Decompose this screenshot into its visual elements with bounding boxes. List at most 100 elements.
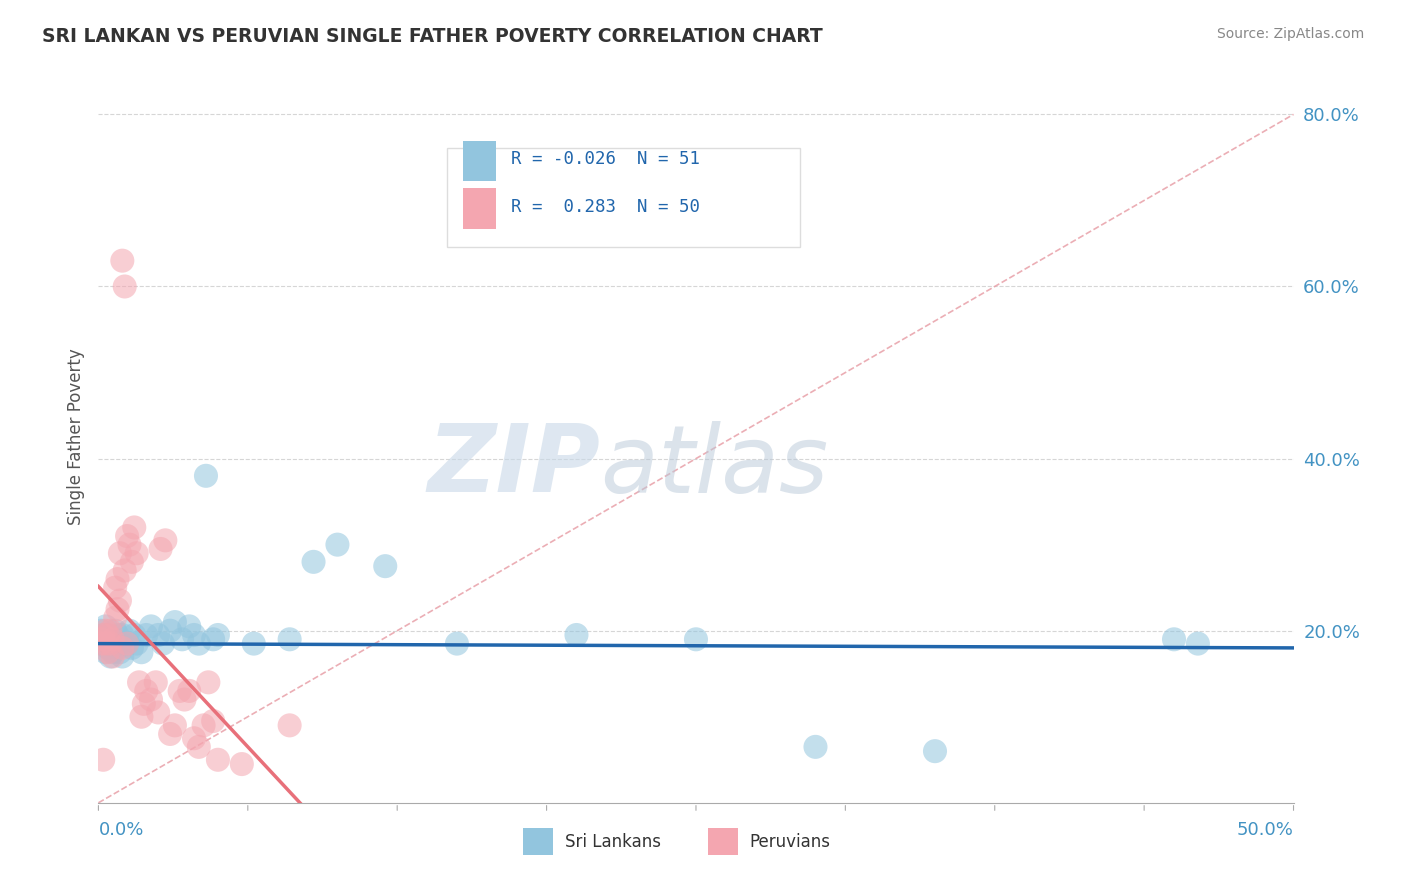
Point bbox=[302, 555, 325, 569]
Point bbox=[97, 640, 120, 655]
Point bbox=[108, 546, 131, 560]
Point bbox=[193, 718, 215, 732]
Point bbox=[169, 684, 191, 698]
Point bbox=[195, 468, 218, 483]
Point bbox=[163, 718, 186, 732]
Point bbox=[107, 640, 129, 655]
Point bbox=[101, 632, 124, 647]
Point bbox=[108, 637, 131, 651]
Point bbox=[115, 529, 138, 543]
Point bbox=[91, 628, 114, 642]
Point bbox=[91, 628, 114, 642]
Point bbox=[924, 744, 946, 758]
Point bbox=[104, 581, 127, 595]
Text: Sri Lankans: Sri Lankans bbox=[565, 832, 661, 851]
Text: 50.0%: 50.0% bbox=[1237, 821, 1294, 839]
Point bbox=[187, 739, 209, 754]
Point bbox=[326, 538, 349, 552]
FancyBboxPatch shape bbox=[463, 188, 496, 228]
Text: Peruvians: Peruvians bbox=[749, 832, 831, 851]
Point bbox=[183, 628, 205, 642]
Point bbox=[243, 637, 266, 651]
Point bbox=[108, 593, 131, 607]
Point bbox=[118, 538, 141, 552]
Point bbox=[115, 637, 138, 651]
Text: Source: ZipAtlas.com: Source: ZipAtlas.com bbox=[1216, 27, 1364, 41]
Y-axis label: Single Father Poverty: Single Father Poverty bbox=[66, 349, 84, 525]
Point bbox=[111, 649, 134, 664]
Point bbox=[1163, 632, 1185, 647]
Point bbox=[101, 649, 124, 664]
Point bbox=[124, 520, 146, 534]
Point bbox=[94, 637, 117, 651]
Point bbox=[145, 675, 167, 690]
Text: atlas: atlas bbox=[600, 421, 828, 512]
Point bbox=[90, 624, 112, 638]
Point bbox=[139, 692, 162, 706]
Point bbox=[132, 697, 155, 711]
Point bbox=[128, 675, 150, 690]
Point bbox=[278, 632, 301, 647]
Point bbox=[104, 624, 127, 638]
Point bbox=[121, 555, 143, 569]
Point bbox=[98, 637, 122, 651]
Point bbox=[107, 572, 129, 586]
Text: 0.0%: 0.0% bbox=[98, 821, 143, 839]
Point bbox=[118, 624, 141, 638]
FancyBboxPatch shape bbox=[709, 828, 738, 855]
FancyBboxPatch shape bbox=[463, 141, 496, 181]
Point bbox=[135, 684, 157, 698]
FancyBboxPatch shape bbox=[523, 828, 553, 855]
Point bbox=[685, 632, 707, 647]
Point bbox=[131, 710, 153, 724]
Point bbox=[90, 637, 112, 651]
Point bbox=[91, 637, 114, 651]
Point bbox=[124, 628, 146, 642]
Point bbox=[148, 706, 170, 720]
Point bbox=[565, 628, 588, 642]
Point bbox=[115, 637, 138, 651]
Point bbox=[179, 619, 201, 633]
Point bbox=[197, 675, 219, 690]
FancyBboxPatch shape bbox=[447, 148, 800, 247]
Text: R = -0.026  N = 51: R = -0.026 N = 51 bbox=[510, 150, 700, 168]
Point bbox=[148, 628, 170, 642]
Point bbox=[202, 714, 225, 728]
Point bbox=[108, 645, 131, 659]
Text: ZIP: ZIP bbox=[427, 420, 600, 512]
Point bbox=[231, 757, 253, 772]
Point bbox=[173, 692, 195, 706]
Point bbox=[125, 546, 148, 560]
Point bbox=[172, 632, 194, 647]
Point bbox=[114, 279, 136, 293]
Point bbox=[1187, 637, 1209, 651]
Point bbox=[98, 624, 122, 638]
Point bbox=[94, 624, 117, 638]
Point bbox=[94, 645, 117, 659]
Point bbox=[446, 637, 468, 651]
Point bbox=[163, 615, 186, 629]
Point bbox=[111, 253, 134, 268]
Point bbox=[202, 632, 225, 647]
Point bbox=[155, 533, 177, 548]
Point bbox=[159, 727, 181, 741]
Point bbox=[111, 640, 134, 655]
Point bbox=[90, 632, 112, 647]
Text: SRI LANKAN VS PERUVIAN SINGLE FATHER POVERTY CORRELATION CHART: SRI LANKAN VS PERUVIAN SINGLE FATHER POV… bbox=[42, 27, 823, 45]
Point bbox=[97, 628, 120, 642]
Point bbox=[149, 541, 172, 556]
Point bbox=[104, 611, 127, 625]
Point bbox=[111, 628, 134, 642]
Point bbox=[179, 684, 201, 698]
Text: R =  0.283  N = 50: R = 0.283 N = 50 bbox=[510, 198, 700, 216]
Point bbox=[278, 718, 301, 732]
Point bbox=[152, 637, 174, 651]
Point bbox=[98, 649, 122, 664]
Point bbox=[125, 637, 148, 651]
Point bbox=[107, 628, 129, 642]
Point bbox=[97, 628, 120, 642]
Point bbox=[804, 739, 827, 754]
Point bbox=[207, 628, 229, 642]
Point bbox=[97, 645, 120, 659]
Point bbox=[135, 628, 157, 642]
